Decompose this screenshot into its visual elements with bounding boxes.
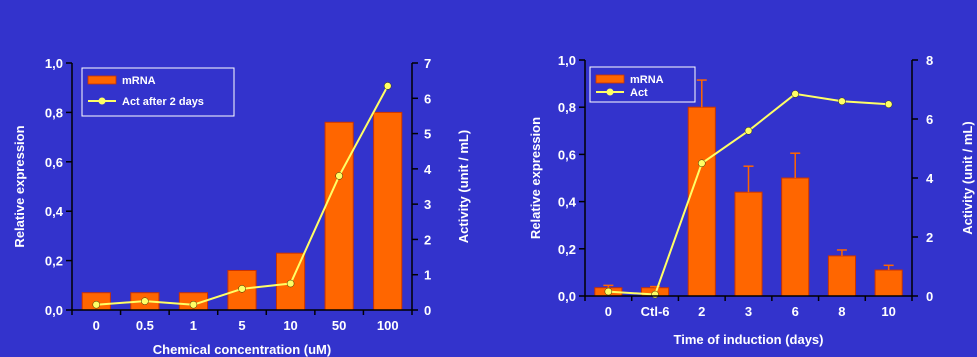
right-tick-label: 0 bbox=[424, 303, 431, 318]
legend-marker-activity bbox=[98, 97, 106, 105]
legend-swatch-mrna bbox=[87, 75, 117, 85]
x-axis-title: Time of induction (days) bbox=[674, 332, 824, 347]
right-tick-label: 2 bbox=[926, 230, 933, 245]
x-tick-label: 6 bbox=[792, 304, 799, 319]
activity-point-1 bbox=[189, 300, 198, 309]
activity-point-0 bbox=[92, 300, 101, 309]
right-tick-label: 4 bbox=[424, 162, 432, 177]
bar-6 bbox=[781, 177, 810, 297]
y2-axis-title: Activity (unit / mL) bbox=[960, 121, 975, 234]
x-tick-label: 5 bbox=[238, 318, 245, 333]
legend-swatch-mrna bbox=[595, 74, 625, 84]
legend-label-mrna: mRNA bbox=[122, 75, 156, 87]
y2-axis-title: Activity (unit / mL) bbox=[456, 130, 471, 243]
left-tick-label: 1,0 bbox=[45, 56, 63, 71]
x-tick-label: 1 bbox=[190, 318, 197, 333]
left-tick-label: 0,4 bbox=[45, 204, 64, 219]
legend-box bbox=[589, 66, 696, 103]
y-axis-title: Relative expression bbox=[12, 125, 27, 247]
x-tick-label: 50 bbox=[332, 318, 346, 333]
bar-50 bbox=[324, 121, 354, 311]
x-tick-label: 2 bbox=[698, 304, 705, 319]
activity-point-100 bbox=[383, 82, 392, 90]
y-axis-title: Relative expression bbox=[528, 117, 543, 239]
x-tick-label: Ctl-6 bbox=[641, 304, 670, 319]
bar-2 bbox=[687, 106, 716, 297]
left-tick-label: 0,8 bbox=[558, 100, 576, 115]
legend-box bbox=[81, 67, 235, 117]
bar-10 bbox=[874, 269, 903, 297]
right-tick-label: 8 bbox=[926, 53, 933, 68]
bar-8 bbox=[827, 255, 856, 297]
right-tick-label: 3 bbox=[424, 197, 431, 212]
left-tick-label: 0,4 bbox=[558, 195, 577, 210]
activity-point-0 bbox=[604, 287, 613, 296]
left-tick-label: 0,0 bbox=[558, 289, 576, 304]
bar-3 bbox=[734, 191, 763, 297]
activity-point-5 bbox=[238, 285, 246, 293]
x-tick-label: 3 bbox=[745, 304, 752, 319]
activity-point-Ctl-6 bbox=[651, 290, 659, 299]
right-tick-label: 4 bbox=[926, 171, 934, 186]
activity-point-8 bbox=[838, 97, 846, 106]
right-tick-label: 6 bbox=[424, 91, 431, 106]
activity-point-2 bbox=[698, 159, 706, 167]
legend-label-activity: Act bbox=[630, 87, 648, 99]
right-tick-label: 6 bbox=[926, 112, 933, 127]
right-tick-label: 7 bbox=[424, 56, 431, 71]
x-tick-label: 0 bbox=[93, 318, 100, 333]
x-tick-label: 0.5 bbox=[136, 318, 154, 333]
bar-100 bbox=[373, 111, 403, 311]
x-tick-label: 10 bbox=[881, 304, 895, 319]
right-tick-label: 0 bbox=[926, 289, 933, 304]
x-tick-label: 8 bbox=[838, 304, 845, 319]
left-tick-label: 0,0 bbox=[45, 303, 63, 318]
activity-point-50 bbox=[335, 172, 343, 180]
x-tick-label: 10 bbox=[283, 318, 297, 333]
x-tick-label: 100 bbox=[377, 318, 399, 333]
activity-point-0.5 bbox=[141, 297, 149, 305]
left-tick-label: 0,6 bbox=[45, 155, 63, 170]
left-tick-label: 0,6 bbox=[558, 147, 576, 162]
x-axis-title: Chemical concentration (uM) bbox=[153, 342, 331, 357]
left-tick-label: 0,8 bbox=[45, 105, 63, 120]
right-tick-label: 1 bbox=[424, 268, 431, 283]
left-tick-label: 0,2 bbox=[45, 254, 63, 269]
left-tick-label: 1,0 bbox=[558, 53, 576, 68]
legend-label-activity: Act after 2 days bbox=[122, 96, 204, 108]
legend-marker-activity bbox=[606, 88, 614, 96]
activity-point-10 bbox=[884, 100, 893, 108]
right-tick-label: 2 bbox=[424, 232, 431, 247]
activity-point-6 bbox=[791, 90, 799, 98]
x-tick-label: 0 bbox=[605, 304, 612, 319]
activity-point-10 bbox=[286, 279, 295, 288]
activity-point-3 bbox=[744, 127, 753, 135]
left-tick-label: 0,2 bbox=[558, 242, 576, 257]
right-tick-label: 5 bbox=[424, 127, 431, 142]
legend-label-mrna: mRNA bbox=[630, 74, 664, 86]
